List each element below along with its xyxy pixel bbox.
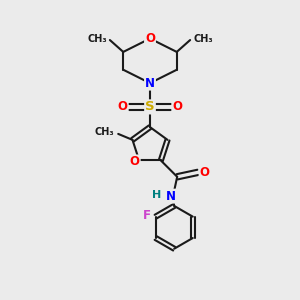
Text: H: H xyxy=(152,190,161,200)
Text: CH₃: CH₃ xyxy=(94,128,114,137)
Text: F: F xyxy=(143,208,151,222)
Text: O: O xyxy=(130,155,140,168)
Text: O: O xyxy=(172,100,182,113)
Text: N: N xyxy=(166,190,176,202)
Text: O: O xyxy=(118,100,128,113)
Text: S: S xyxy=(145,100,155,113)
Text: CH₃: CH₃ xyxy=(193,34,213,44)
Text: N: N xyxy=(145,76,155,90)
Text: O: O xyxy=(145,32,155,45)
Text: CH₃: CH₃ xyxy=(87,34,107,44)
Text: O: O xyxy=(200,166,209,179)
